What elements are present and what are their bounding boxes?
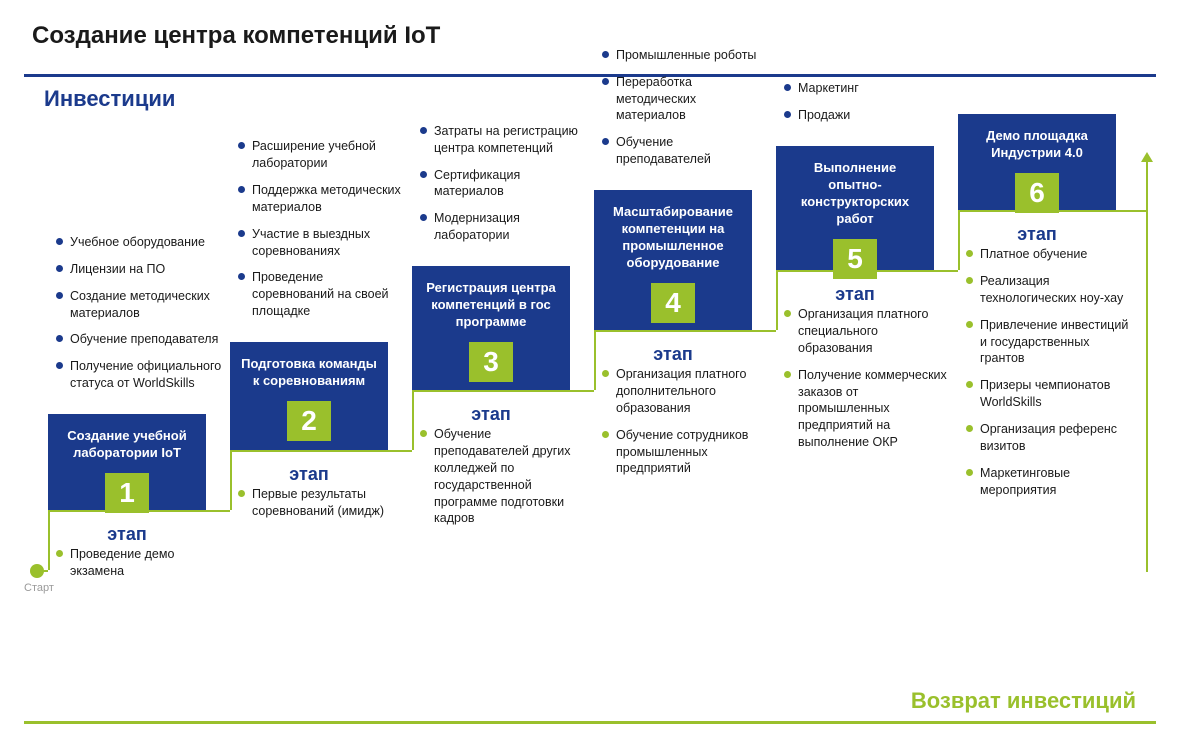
stage-3: Регистрация центра компетенций в гос про… bbox=[420, 0, 596, 730]
stage-number: 1 bbox=[105, 473, 149, 513]
investment-list: Затраты на регистрацию центра компетенци… bbox=[420, 123, 586, 254]
roi-list: Обучение преподавателей других колледжей… bbox=[420, 426, 586, 537]
list-item: Проведение соревнований на своей площадк… bbox=[238, 269, 404, 320]
stage-6: Демо площадка Индустрии 4.06этапПлатное … bbox=[966, 0, 1142, 730]
stage-word: этап bbox=[412, 404, 570, 425]
stage-box: Регистрация центра компетенций в гос про… bbox=[412, 266, 570, 390]
stage-box: Масштабирование компетенции на промышлен… bbox=[594, 190, 752, 330]
list-item: Получение коммерческих заказов от промыш… bbox=[784, 367, 950, 451]
stage-box: Создание учебной лаборатории IoT 1 bbox=[48, 414, 206, 510]
roi-list: Организация платного специального образо… bbox=[784, 306, 950, 461]
investment-list: Учебное оборудование Лицензии на ПО Создан… bbox=[56, 234, 222, 402]
list-item: Промышленные роботы bbox=[602, 47, 768, 64]
start-label: Старт bbox=[24, 582, 54, 594]
stage-number: 2 bbox=[287, 401, 331, 441]
investment-list: Маркетинг Продажи bbox=[784, 80, 950, 134]
list-item: Платное обучение bbox=[966, 246, 1132, 263]
stage-box-label: Создание учебной лаборатории IoT bbox=[58, 428, 196, 462]
stage-box-label: Регистрация центра компетенций в гос про… bbox=[422, 280, 560, 331]
list-item: Первые результаты соревнований (имидж) bbox=[238, 486, 404, 520]
roi-list: Проведение демо экзамена bbox=[56, 546, 222, 590]
roi-list: Первые результаты соревнований (имидж) bbox=[238, 486, 404, 530]
list-item: Призеры чемпионатов WorldSkills bbox=[966, 377, 1132, 411]
stage-word: этап bbox=[230, 464, 388, 485]
stage-1: Создание учебной лаборатории IoT1этапУче… bbox=[56, 0, 232, 730]
stage-word: этап bbox=[958, 224, 1116, 245]
list-item: Создание методических материалов bbox=[56, 288, 222, 322]
roi-list: Организация платного дополнительного обр… bbox=[602, 366, 768, 487]
stage-word: этап bbox=[48, 524, 206, 545]
stage-number: 6 bbox=[1015, 173, 1059, 213]
stage-box: Выполнение опытно-конструкторских работ5 bbox=[776, 146, 934, 270]
stage-number: 4 bbox=[651, 283, 695, 323]
list-item: Маркетинг bbox=[784, 80, 950, 97]
stage-box-label: Выполнение опытно-конструкторских работ bbox=[786, 160, 924, 228]
roi-list: Платное обучение Реализация технологическ… bbox=[966, 246, 1132, 509]
list-item: Переработка методических материалов bbox=[602, 74, 768, 125]
stage-word: этап bbox=[594, 344, 752, 365]
stage-number: 3 bbox=[469, 342, 513, 382]
list-item: Реализация технологических ноу-хау bbox=[966, 273, 1132, 307]
list-item: Модернизация лаборатории bbox=[420, 210, 586, 244]
list-item: Организация платного дополнительного обр… bbox=[602, 366, 768, 417]
roi-label: Возврат инвестиций bbox=[911, 688, 1136, 714]
list-item: Обучение преподавателя bbox=[56, 331, 222, 348]
list-item: Обучение преподавателей bbox=[602, 134, 768, 168]
list-item: Организация референс визитов bbox=[966, 421, 1132, 455]
list-item: Поддержка методических материалов bbox=[238, 182, 404, 216]
list-item: Привлечение инвестиций и государственных… bbox=[966, 317, 1132, 368]
stage-box: Подготовка команды к соревнованиям 2 bbox=[230, 342, 388, 450]
list-item: Лицензии на ПО bbox=[56, 261, 222, 278]
stage-box: Демо площадка Индустрии 4.0 6 bbox=[958, 114, 1116, 210]
bottom-rule bbox=[24, 721, 1156, 724]
stage-box-label: Подготовка команды к соревнованиям bbox=[240, 356, 378, 390]
stage-number: 5 bbox=[833, 239, 877, 279]
investment-list: Промышленные роботы Переработка методичес… bbox=[602, 47, 768, 178]
stage-word: этап bbox=[776, 284, 934, 305]
list-item: Обучение сотрудников промышленных предпр… bbox=[602, 427, 768, 478]
stage-box-label: Демо площадка Индустрии 4.0 bbox=[968, 128, 1106, 162]
arrow-up-icon bbox=[1146, 160, 1148, 572]
stage-box-label: Масштабирование компетенции на промышлен… bbox=[604, 204, 742, 272]
list-item: Учебное оборудование bbox=[56, 234, 222, 251]
start-dot bbox=[30, 564, 44, 578]
stage-4: Масштабирование компетенции на промышлен… bbox=[602, 0, 778, 730]
investment-list: Расширение учебной лаборатории Поддержка … bbox=[238, 138, 404, 330]
list-item: Участие в выездных соревнованиях bbox=[238, 226, 404, 260]
list-item: Получение официального статуса от WorldS… bbox=[56, 358, 222, 392]
list-item: Организация платного специального образо… bbox=[784, 306, 950, 357]
list-item: Маркетинговые мероприятия bbox=[966, 465, 1132, 499]
list-item: Расширение учебной лаборатории bbox=[238, 138, 404, 172]
list-item: Сертификация материалов bbox=[420, 167, 586, 201]
list-item: Затраты на регистрацию центра компетенци… bbox=[420, 123, 586, 157]
stage-5: Выполнение опытно-конструкторских работ 5… bbox=[784, 0, 960, 730]
list-item: Продажи bbox=[784, 107, 950, 124]
list-item: Обучение преподавателей других колледжей… bbox=[420, 426, 586, 527]
list-item: Проведение демо экзамена bbox=[56, 546, 222, 580]
stage-2: Подготовка команды к соревнованиям2этапР… bbox=[238, 0, 414, 730]
